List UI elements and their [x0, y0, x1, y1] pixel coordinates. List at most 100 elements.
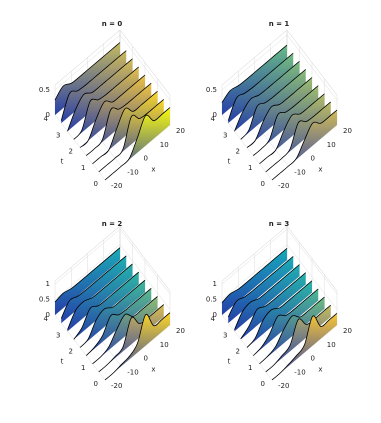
- surface-line: [259, 93, 325, 165]
- surface-line: [67, 263, 133, 330]
- x-tick-label: -20: [111, 382, 122, 390]
- surface-line: [79, 74, 146, 148]
- z-tick-label: 0: [213, 111, 217, 119]
- x-tick-label: -10: [127, 368, 138, 376]
- y-tick-label: 3: [56, 331, 60, 339]
- x-tick-label: -10: [294, 368, 305, 376]
- x-tick-label: -10: [294, 168, 305, 176]
- surface-line: [85, 82, 152, 156]
- y-tick-label: 4: [211, 115, 216, 123]
- x-tick-label: -20: [278, 182, 289, 190]
- grid-line: [221, 228, 288, 285]
- surface-line: [259, 296, 325, 365]
- grid-line: [286, 228, 338, 295]
- surface-line: [221, 44, 288, 103]
- surface-strip: [272, 110, 337, 180]
- surface-line: [240, 272, 307, 339]
- grid-line: [54, 244, 121, 300]
- surface-line: [98, 304, 165, 373]
- grid-line: [119, 244, 171, 310]
- z-tick-label: 1: [213, 280, 217, 288]
- y-axis-label: t: [228, 358, 231, 366]
- surface-strip: [253, 85, 319, 156]
- surface-line: [60, 50, 127, 121]
- surface-line: [265, 101, 332, 173]
- x-tick-label: 20: [343, 327, 352, 335]
- surface-line: [252, 85, 319, 156]
- surface-line: [98, 99, 165, 173]
- z-tick-label: 0: [46, 311, 50, 319]
- surface-strip: [247, 77, 312, 148]
- grid-line: [54, 228, 121, 285]
- panel-title: n = 1: [269, 20, 290, 28]
- surface-strip: [259, 297, 325, 364]
- x-tick-label: 10: [327, 341, 336, 349]
- y-tick-label: 1: [81, 164, 85, 172]
- grid-line: [119, 34, 171, 101]
- y-tick-label: 3: [223, 131, 227, 139]
- surface-line: [227, 52, 294, 121]
- y-tick-label: 1: [248, 364, 252, 372]
- grid-line: [286, 34, 338, 101]
- z-tick-label: 0: [213, 311, 217, 319]
- surface-line: [227, 256, 294, 318]
- grid-line: [119, 228, 171, 295]
- y-tick-label: 3: [223, 331, 227, 339]
- grid-line: [221, 34, 288, 91]
- x-tick-label: -20: [111, 182, 122, 190]
- surface-line: [246, 280, 313, 348]
- y-tick-label: 0: [261, 180, 265, 188]
- surface-strip: [228, 256, 294, 324]
- surface-strip: [73, 272, 139, 340]
- surface-strip: [247, 280, 312, 348]
- x-axis-label: x: [151, 366, 155, 374]
- panel-title: n = 3: [269, 220, 290, 228]
- z-tick-label: 0.5: [206, 296, 217, 304]
- surface-strip: [105, 107, 170, 180]
- surface-line: [246, 77, 313, 148]
- surface-line: [73, 66, 140, 140]
- x-tick-label: 10: [327, 141, 336, 149]
- surface-line: [73, 271, 140, 340]
- surface-strip: [265, 101, 331, 172]
- surface-line: [79, 279, 146, 348]
- z-tick-label: 0.5: [39, 296, 50, 304]
- surface-line: [271, 109, 338, 181]
- y-tick-label: 2: [69, 148, 73, 156]
- surface-line: [221, 247, 288, 303]
- y-tick-label: 1: [248, 164, 252, 172]
- y-tick-label: 4: [211, 315, 216, 323]
- y-tick-label: 3: [56, 131, 60, 139]
- y-tick-label: 4: [44, 315, 49, 323]
- surface-line: [67, 58, 133, 132]
- y-tick-label: 0: [94, 180, 98, 188]
- surface-strip: [222, 248, 287, 315]
- x-tick-label: -10: [127, 168, 138, 176]
- surface-line: [234, 264, 300, 330]
- surface-line: [252, 288, 319, 356]
- z-tick-label: 0: [46, 111, 50, 119]
- surface-strip: [55, 247, 120, 315]
- y-tick-label: 0: [94, 380, 98, 388]
- z-tick-label: 0.5: [39, 86, 50, 94]
- grid-line: [286, 244, 338, 310]
- surface-strip: [240, 272, 306, 340]
- surface-line: [240, 69, 307, 140]
- x-axis-label: x: [151, 166, 155, 174]
- x-tick-label: 10: [160, 141, 169, 149]
- y-tick-label: 2: [236, 148, 240, 156]
- x-axis-label: x: [318, 366, 322, 374]
- x-tick-label: 0: [144, 355, 148, 363]
- grid-line: [221, 244, 288, 300]
- x-tick-label: 0: [311, 155, 315, 163]
- surface-strip: [67, 58, 133, 132]
- surface-line: [265, 304, 332, 373]
- surface-line: [54, 42, 121, 101]
- surface-line: [104, 312, 171, 381]
- y-axis-label: t: [61, 158, 64, 166]
- x-tick-label: -20: [278, 382, 289, 390]
